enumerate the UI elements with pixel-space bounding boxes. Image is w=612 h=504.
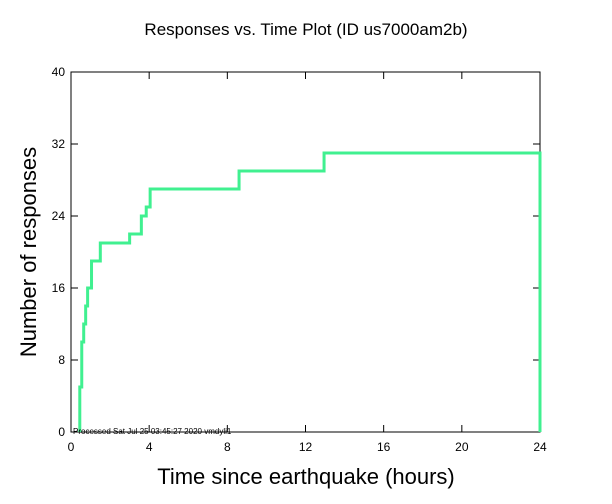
x-tick-label: 12 (299, 440, 313, 454)
x-tick-label: 0 (68, 440, 75, 454)
y-axis: 0 8 16 24 32 40 (52, 65, 540, 439)
x-tick-label: 20 (455, 440, 469, 454)
processed-footnote: Processed Sat Jul 25 03:45:27 2020 vmdyl… (73, 427, 232, 436)
y-tick-label: 16 (52, 281, 66, 295)
y-axis-label: Number of responses (16, 147, 41, 357)
x-axis-label: Time since earthquake (hours) (157, 464, 455, 489)
plot-frame (70, 71, 541, 433)
response-count-line (78, 151, 542, 432)
y-tick-label: 40 (52, 65, 66, 79)
x-tick-label: 8 (224, 440, 231, 454)
y-tick-label: 0 (58, 425, 65, 439)
y-tick-label: 32 (52, 137, 66, 151)
y-tick-label: 24 (52, 209, 66, 223)
chart-title: Responses vs. Time Plot (ID us7000am2b) (144, 20, 467, 39)
x-tick-label: 4 (146, 440, 153, 454)
x-tick-label: 24 (533, 440, 547, 454)
x-axis: 0 4 8 12 16 20 24 (68, 72, 547, 454)
x-tick-label: 16 (377, 440, 391, 454)
y-tick-label: 8 (58, 353, 65, 367)
